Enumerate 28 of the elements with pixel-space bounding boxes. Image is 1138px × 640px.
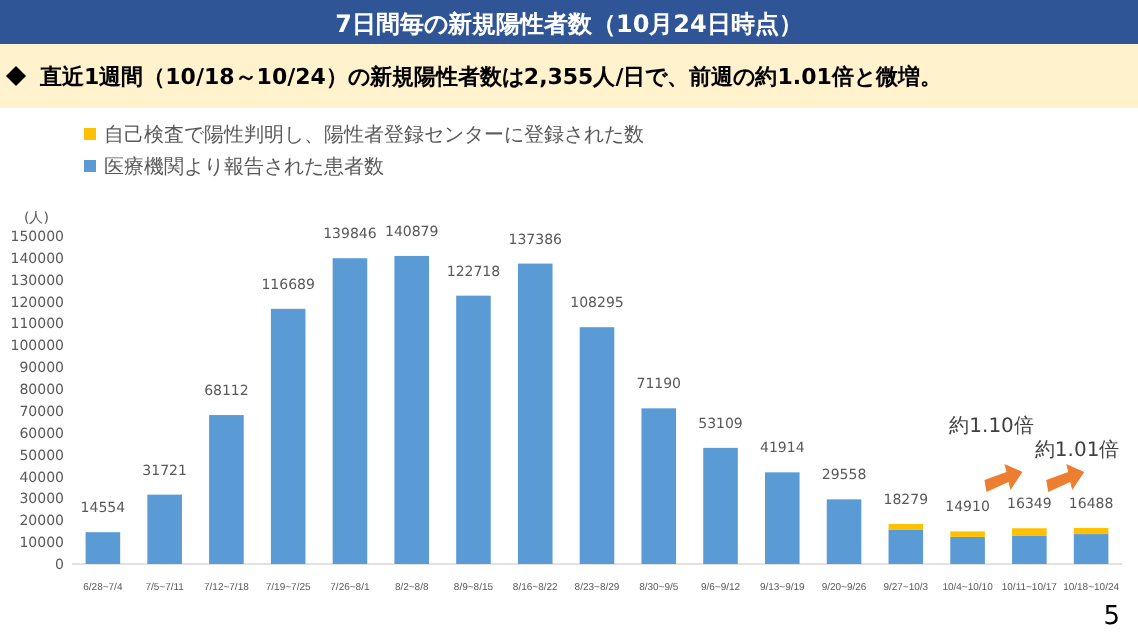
text: 5: [1103, 602, 1120, 632]
bar: [209, 415, 244, 564]
chart-subtitle: 直近1週間（10/18～10/24）の新規陽性者数は2,355人/日で、前週の約1.01倍と微増。: [38, 64, 942, 90]
bar: [703, 447, 738, 564]
annotation: 約1.01倍: [1034, 438, 1120, 462]
bar: [85, 532, 121, 564]
bar: [1073, 534, 1109, 564]
bar: [950, 531, 985, 537]
bar: [641, 408, 677, 564]
legend-label: 自己検査で陽性判明し、陽性者登録センターに登録された数: [104, 123, 644, 147]
bar: [950, 536, 985, 564]
bar: [332, 258, 368, 564]
bar: [765, 472, 800, 564]
bar: [826, 499, 862, 564]
bar: [1073, 527, 1109, 535]
bar: [270, 308, 306, 564]
bar: [1012, 535, 1047, 564]
legend-label: 医療機関より報告された患者数: [104, 155, 384, 179]
bar: [517, 263, 553, 564]
bar: [888, 524, 924, 530]
bar: [1012, 528, 1047, 536]
bar: [147, 494, 182, 564]
bar: [394, 255, 429, 564]
chart-title: 7日間毎の新規陽性者数（10月24日時点）: [335, 10, 803, 38]
bar: [579, 327, 615, 564]
bar: [888, 529, 924, 564]
bar: [456, 295, 491, 564]
annotation: 約1.10倍: [949, 414, 1034, 438]
